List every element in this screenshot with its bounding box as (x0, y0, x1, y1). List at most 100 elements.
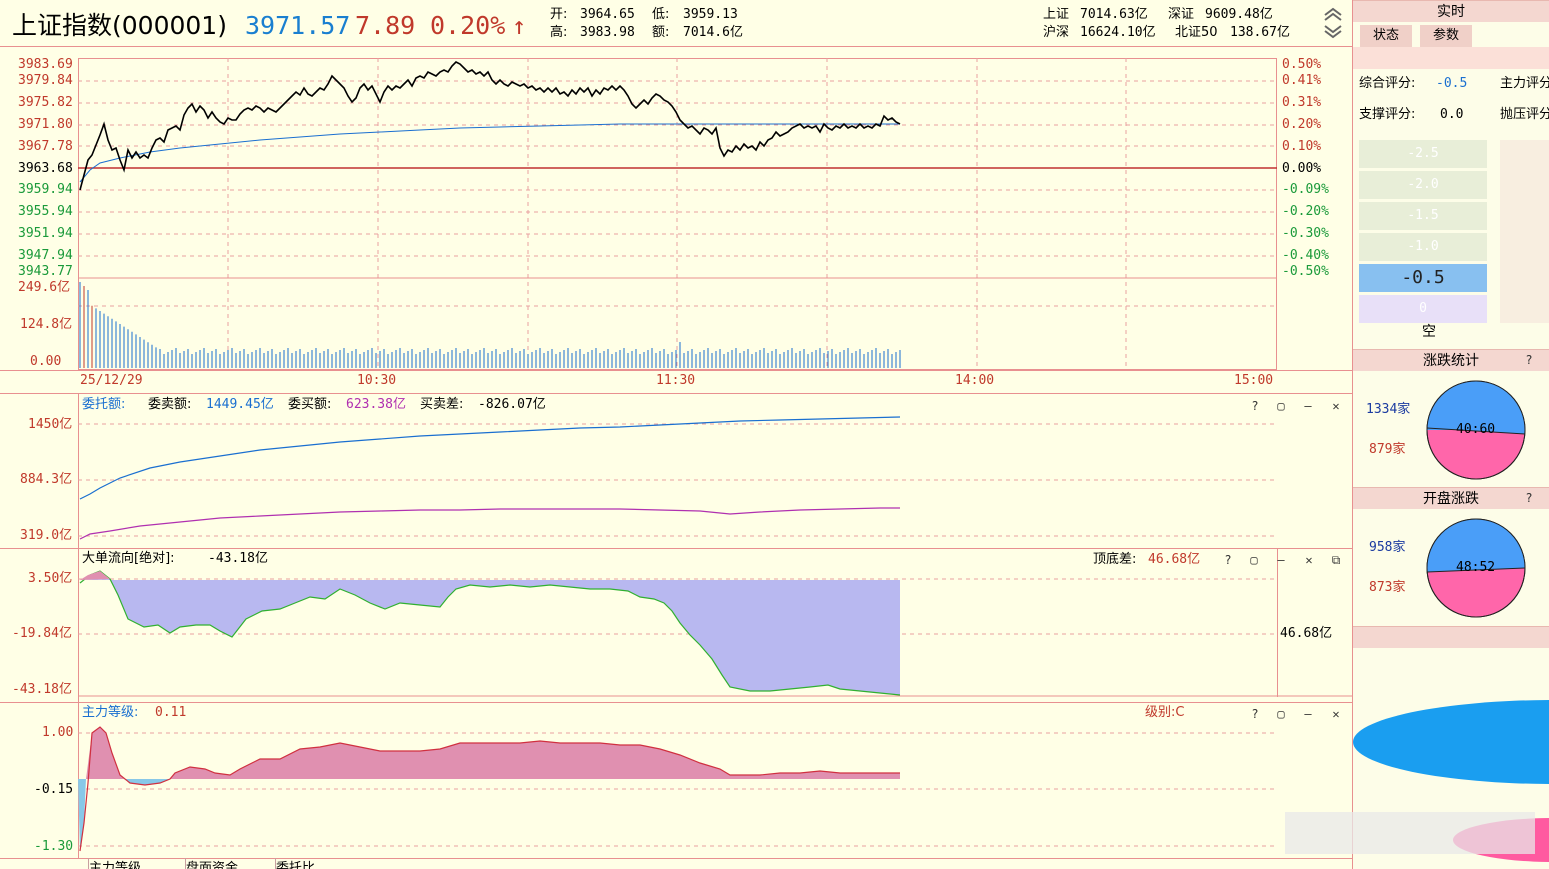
entrust-sell-label: 委卖额: (148, 397, 192, 412)
maximize-button[interactable]: ▢ (1250, 553, 1258, 567)
volume-tick: 124.8亿 (20, 317, 73, 332)
price-tick: 3947.94 (18, 248, 73, 263)
low-value: 3959.13 (683, 7, 738, 22)
open-updown-header: 开盘涨跌 (1353, 487, 1549, 509)
ladder-level: -2.0 (1359, 171, 1487, 199)
bigorder-chart (78, 570, 1352, 697)
time-axis-line (0, 370, 1352, 371)
open-up-count: 958家 (1369, 540, 1406, 555)
up-count: 1334家 (1366, 402, 1411, 417)
price-line (79, 61, 901, 191)
help-button[interactable]: ? (1224, 553, 1232, 567)
minimize-button[interactable]: — (1304, 399, 1312, 413)
empty-label: 空 (1422, 324, 1436, 340)
level-chart (78, 726, 1277, 852)
entrust-diff-label: 买卖差: (420, 397, 464, 412)
sz-label: 深证 (1168, 7, 1195, 22)
bigorder-tick: -19.84亿 (12, 626, 72, 641)
updown-title: 涨跌统计 (1423, 353, 1479, 369)
level-tick: 1.00 (42, 725, 74, 740)
collapse-expand-icon[interactable] (1322, 4, 1344, 40)
bigorder-name: 大单流向[绝对]: (82, 551, 175, 566)
ladder-level: -2.5 (1359, 140, 1487, 168)
entrust-tick: 319.0亿 (20, 528, 73, 543)
maximize-button[interactable]: ▢ (1277, 707, 1285, 721)
amount-value: 7014.6亿 (683, 25, 743, 40)
sh-label: 上证 (1043, 7, 1070, 22)
support-label: 支撑评分: (1359, 107, 1416, 122)
bigorder-area-negative (78, 579, 900, 695)
level-area-negative (78, 779, 170, 851)
price-tick: 3943.77 (18, 264, 73, 279)
maximize-button[interactable]: ▢ (1277, 399, 1285, 413)
volume-bars (79, 282, 901, 368)
tab-entrust-ratio[interactable]: 委托比 (275, 858, 345, 869)
help-button[interactable]: ? (1525, 491, 1533, 505)
bigorder-area-positive (80, 571, 110, 580)
minimize-button[interactable]: — (1277, 553, 1285, 567)
date-label: 25/12/29 (80, 373, 143, 388)
price-tick: 3967.78 (18, 139, 73, 154)
entrust-sell-value: 1449.45亿 (206, 397, 274, 412)
watermark-logo (1285, 812, 1535, 854)
minimize-button[interactable]: — (1304, 707, 1312, 721)
level-area-positive (86, 727, 900, 779)
pressure-label: 抛压评分 (1500, 107, 1549, 122)
right-panel-divider (1352, 0, 1353, 869)
score-value: -0.5 (1436, 76, 1468, 91)
price-tick: 3955.94 (18, 204, 73, 219)
open-down-count: 873家 (1369, 580, 1406, 595)
pct-tick: 0.00% (1282, 161, 1322, 176)
open-ratio: 48:52 (1456, 560, 1496, 575)
open-updown-pie (1426, 518, 1526, 618)
help-button[interactable]: ? (1251, 399, 1259, 413)
pct-tick: 0.50% (1282, 57, 1322, 72)
header-divider (0, 46, 1352, 47)
updown-pie (1426, 380, 1526, 480)
tab-params[interactable]: 参数 (1420, 25, 1472, 47)
bigorder-line (79, 570, 901, 696)
price-chart-grid (78, 58, 1277, 370)
help-button[interactable]: ? (1251, 707, 1259, 721)
ladder-right-column (1500, 140, 1549, 323)
panel-divider (0, 393, 1352, 394)
high-label: 高: (550, 25, 568, 40)
intraday-price-lines (79, 61, 901, 191)
tab-fund-flow[interactable]: 盘面资金 (185, 858, 265, 869)
bigorder-diff-label: 顶底差: (1093, 552, 1137, 567)
bigorder-diff-value: 46.68亿 (1148, 552, 1201, 567)
price-tick: 3963.68 (18, 161, 73, 176)
close-button[interactable]: ✕ (1332, 707, 1340, 721)
entrust-diff-value: -826.07亿 (478, 397, 546, 412)
panel-divider (0, 548, 1352, 549)
volume-tick: 0.00 (30, 354, 62, 369)
price-tick: 3979.84 (18, 73, 73, 88)
entrust-tick: 884.3亿 (20, 472, 73, 487)
time-label: 14:00 (955, 373, 995, 388)
tab-main-level[interactable]: 主力等级 (88, 858, 168, 869)
pct-tick: -0.09% (1282, 182, 1329, 197)
pct-tick: -0.20% (1282, 204, 1329, 219)
score-label: 综合评分: (1359, 76, 1416, 91)
avg-price-line (79, 123, 900, 183)
level-grade: 级别:C (1145, 705, 1185, 720)
pct-tick: 0.10% (1282, 139, 1322, 154)
level-tick: -1.30 (34, 839, 74, 854)
entrust-buy-line (79, 507, 900, 540)
close-button[interactable]: ✕ (1305, 553, 1313, 567)
entrust-name: 委托额: (82, 397, 126, 412)
time-label: 11:30 (656, 373, 696, 388)
ladder-level-active: -0.5 (1359, 264, 1487, 292)
current-price: 3971.57 (245, 11, 351, 40)
level-name: 主力等级: (82, 705, 139, 720)
level-line (79, 726, 900, 852)
popout-button[interactable]: ⧉ (1331, 553, 1341, 567)
bigorder-tick: -43.18亿 (12, 682, 72, 697)
tab-status[interactable]: 状态 (1360, 25, 1412, 47)
open-value: 3964.65 (580, 7, 635, 22)
price-tick: 3951.94 (18, 226, 73, 241)
help-button[interactable]: ? (1525, 353, 1533, 367)
panel-divider (0, 702, 1352, 703)
close-button[interactable]: ✕ (1332, 399, 1340, 413)
